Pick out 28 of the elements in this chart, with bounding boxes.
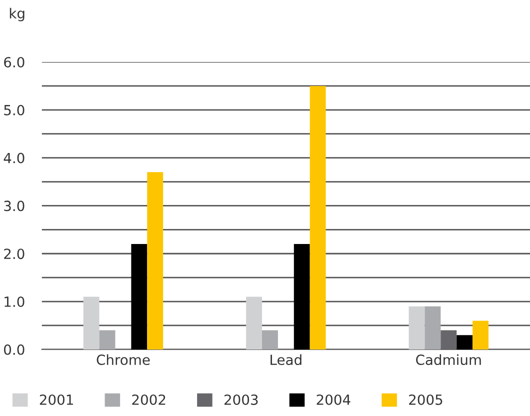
bar (99, 330, 116, 350)
bar (246, 296, 262, 350)
bar (310, 86, 326, 350)
legend-label: 2002 (132, 394, 166, 405)
bar (262, 330, 278, 350)
y-tick-label: 6.0 (4, 56, 24, 68)
legend-label: 2005 (409, 394, 442, 405)
x-tick-label: Cadmium (416, 354, 481, 366)
x-tick-label: Chrome (96, 354, 150, 366)
y-tick-label: 1.0 (4, 296, 24, 308)
x-tick-label: Lead (270, 354, 302, 366)
bar (408, 306, 425, 350)
y-tick-label: 0.0 (4, 344, 24, 355)
legend-label: 2003 (224, 394, 258, 405)
bar (294, 244, 310, 350)
bar (131, 244, 148, 350)
bar (456, 335, 473, 350)
bar (147, 172, 164, 350)
bar (424, 306, 441, 350)
legend-label: 2004 (316, 394, 350, 405)
legend-label: 2001 (40, 394, 73, 405)
bar (472, 320, 489, 350)
y-axis-title: kg (10, 8, 24, 22)
y-tick-label: 3.0 (4, 200, 24, 212)
y-tick-label: 4.0 (4, 152, 24, 164)
y-tick-label: 5.0 (4, 104, 24, 116)
bar (83, 296, 100, 350)
y-tick-label: 2.0 (4, 248, 24, 260)
